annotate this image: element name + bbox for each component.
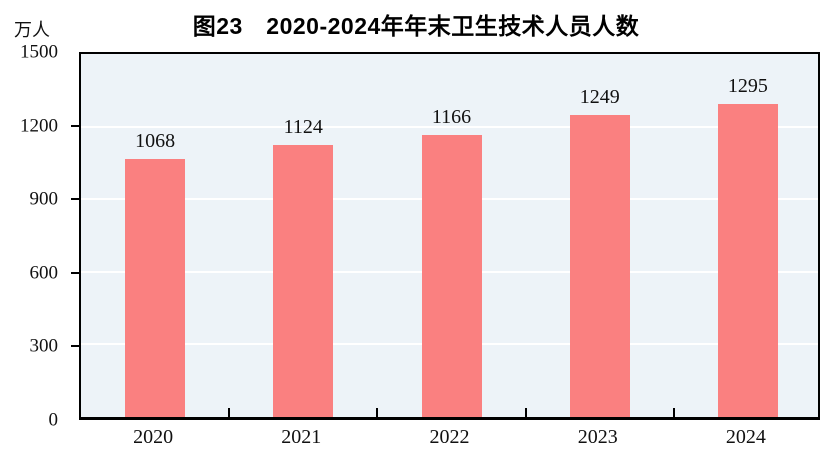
x-axis-boundary-tick-2 [376, 408, 379, 417]
x-tick-label-2021: 2021 [281, 426, 322, 448]
x-tick-label-2020: 2020 [133, 426, 174, 448]
gridline-1200 [81, 125, 818, 128]
bar-2021 [273, 145, 334, 417]
bar-value-label-2023: 1249 [579, 85, 620, 108]
x-axis-boundary-tick-1 [228, 408, 231, 417]
y-tick-label-1500: 1500 [20, 41, 58, 63]
y-tick-label-900: 900 [29, 188, 59, 210]
y-tick-label-600: 600 [29, 262, 59, 284]
x-tick-label-2024: 2024 [725, 426, 766, 448]
y-axis-unit-label: 万人 [14, 20, 50, 40]
y-axis-tick-600 [71, 271, 79, 274]
x-tick-label-2023: 2023 [577, 426, 618, 448]
bar-value-label-2021: 1124 [283, 116, 323, 138]
x-axis: 2020 2021 2022 2023 2024 [79, 427, 820, 453]
chart-title: 图23 2020-2024年年末卫生技术人员人数 [192, 13, 640, 39]
y-axis-tick-300 [71, 345, 79, 348]
x-axis-boundary-tick-4 [672, 408, 675, 417]
bar-value-label-2022: 1166 [431, 105, 472, 128]
y-tick-label-1200: 1200 [20, 115, 58, 137]
bar-2024 [717, 103, 778, 417]
bar-2022 [421, 134, 482, 417]
bar-value-label-2020: 1068 [135, 129, 176, 152]
y-axis-tick-900 [71, 198, 79, 201]
x-axis-boundary-tick-3 [524, 408, 527, 417]
bar-2020 [125, 158, 186, 417]
bar-2023 [569, 114, 630, 417]
y-tick-label-0: 0 [48, 409, 59, 431]
y-axis-tick-1200 [71, 124, 79, 127]
plot-area: 1068 1124 1166 1249 1295 [79, 52, 820, 420]
bar-value-label-2024: 1295 [727, 74, 768, 97]
y-tick-label-300: 300 [29, 335, 59, 357]
y-axis: 0 300 600 900 1200 1500 [0, 43, 68, 430]
x-tick-label-2022: 2022 [429, 426, 470, 448]
